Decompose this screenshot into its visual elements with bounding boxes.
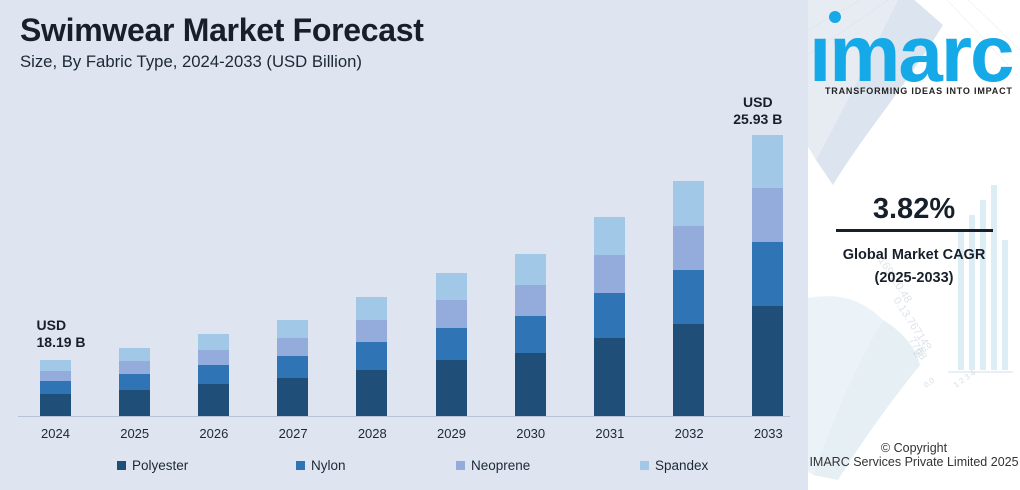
svg-text:0.0: 0.0 bbox=[922, 376, 937, 390]
svg-text:1 2 3 4: 1 2 3 4 bbox=[952, 368, 978, 390]
